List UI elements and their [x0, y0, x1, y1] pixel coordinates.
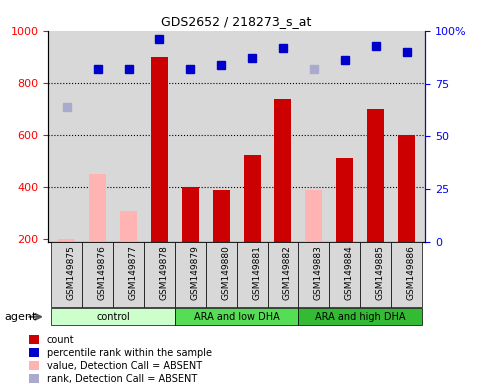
Bar: [398, 135, 415, 242]
FancyBboxPatch shape: [268, 242, 298, 307]
Title: GDS2652 / 218273_s_at: GDS2652 / 218273_s_at: [161, 15, 312, 28]
FancyBboxPatch shape: [51, 242, 82, 307]
FancyBboxPatch shape: [298, 242, 329, 307]
Bar: [182, 187, 199, 242]
FancyBboxPatch shape: [329, 242, 360, 307]
Bar: [305, 190, 322, 242]
Text: GSM149880: GSM149880: [221, 245, 230, 300]
Bar: [367, 109, 384, 242]
Text: agent: agent: [5, 312, 37, 322]
Text: GSM149877: GSM149877: [128, 245, 138, 300]
Bar: [243, 155, 261, 242]
Text: GSM149884: GSM149884: [345, 245, 354, 300]
FancyBboxPatch shape: [144, 242, 175, 307]
FancyBboxPatch shape: [237, 242, 268, 307]
FancyBboxPatch shape: [298, 308, 422, 326]
FancyBboxPatch shape: [113, 242, 144, 307]
Text: GSM149881: GSM149881: [252, 245, 261, 300]
Bar: [213, 190, 230, 242]
FancyBboxPatch shape: [175, 308, 298, 326]
Text: GSM149885: GSM149885: [376, 245, 384, 300]
Bar: [151, 57, 168, 242]
Bar: [58, 239, 75, 242]
Legend: count, percentile rank within the sample, value, Detection Call = ABSENT, rank, : count, percentile rank within the sample…: [29, 335, 212, 384]
FancyBboxPatch shape: [82, 242, 113, 307]
FancyBboxPatch shape: [391, 242, 422, 307]
FancyBboxPatch shape: [51, 308, 175, 326]
FancyBboxPatch shape: [360, 242, 391, 307]
Bar: [336, 159, 353, 242]
Text: GSM149883: GSM149883: [314, 245, 323, 300]
Text: GSM149882: GSM149882: [283, 245, 292, 300]
Text: ARA and high DHA: ARA and high DHA: [315, 312, 405, 322]
Bar: [120, 211, 137, 242]
Text: GSM149878: GSM149878: [159, 245, 169, 300]
Text: GSM149879: GSM149879: [190, 245, 199, 300]
FancyBboxPatch shape: [206, 242, 237, 307]
Text: control: control: [96, 312, 130, 322]
Text: GSM149876: GSM149876: [98, 245, 107, 300]
Text: GSM149875: GSM149875: [67, 245, 76, 300]
FancyBboxPatch shape: [175, 242, 206, 307]
Bar: [89, 174, 106, 242]
Text: GSM149886: GSM149886: [407, 245, 415, 300]
Text: ARA and low DHA: ARA and low DHA: [194, 312, 280, 322]
Bar: [274, 99, 291, 242]
